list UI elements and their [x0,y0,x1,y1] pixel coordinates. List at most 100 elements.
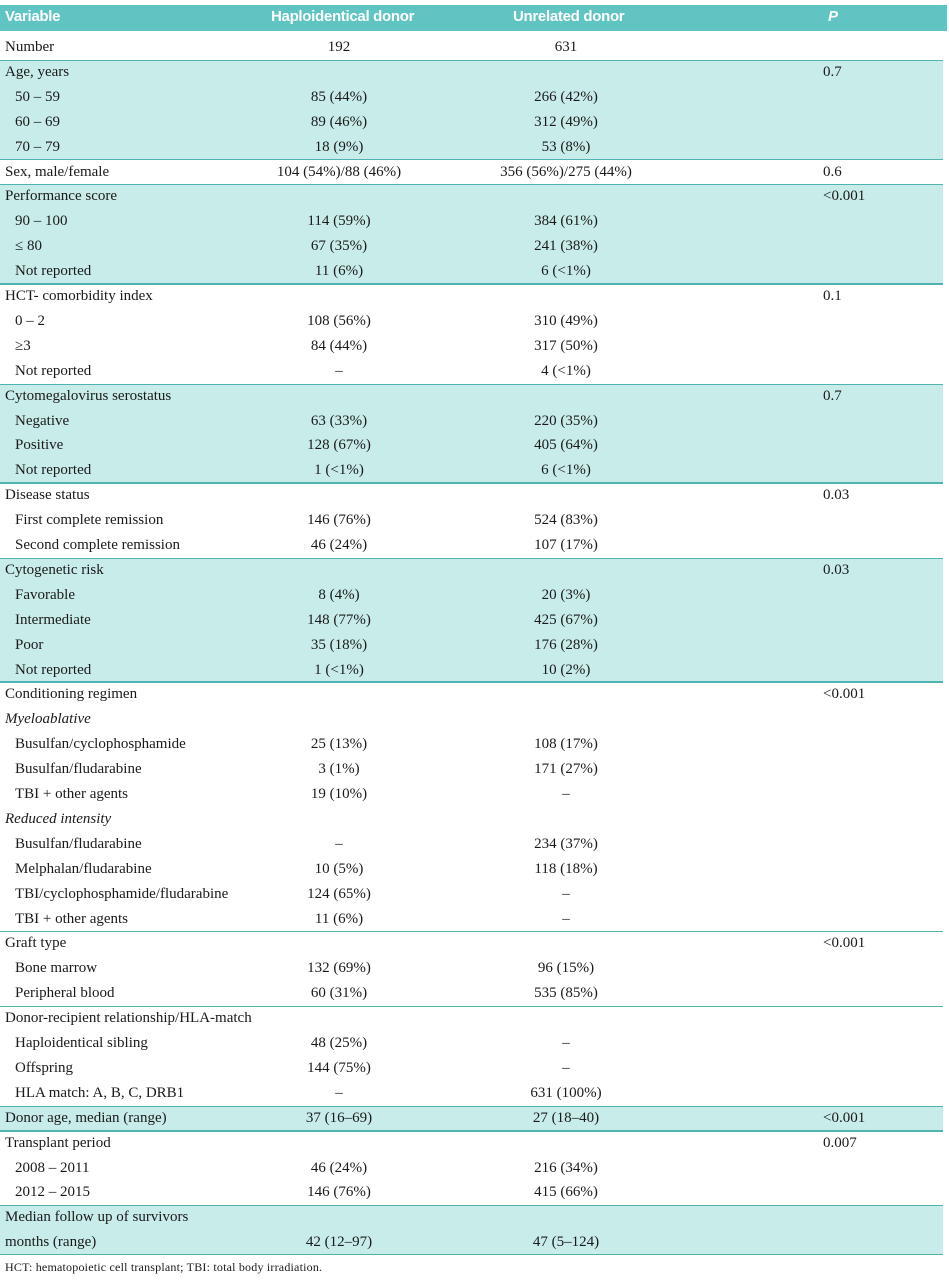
cell-unrelated: – [562,907,570,932]
cell-unrelated-text: 6 (<1%) [541,263,591,280]
cell-unrelated: 535 (85%) [534,981,598,1006]
table-row: HCT- comorbidity index 0.1 [0,284,943,309]
group-divider [0,681,943,683]
cell-variable: Graft type [5,935,67,952]
shaded-group [0,184,943,284]
cell-haplo [339,483,340,508]
group-divider [0,482,943,484]
cell-unrelated: 4 (<1%) [541,359,591,384]
cell-haplo: 84 (44%) [311,334,367,359]
table-row: Cytogenetic risk 0.03 [0,558,943,583]
table-row: months (range) 42 (12–97) 47 (5–124) [0,1230,943,1255]
cell-p-value: 0.03 [823,487,850,504]
cell-unrelated [566,1006,567,1031]
table-row: Bone marrow 132 (69%) 96 (15%) [0,956,943,981]
cell-haplo-text: 1 (<1%) [314,661,364,678]
shaded-group [0,557,943,683]
table-row: Transplant period 0.007 [0,1131,943,1156]
table-row: Melphalan/fludarabine 10 (5%) 118 (18%) [0,857,943,882]
cell-unrelated-text: 535 (85%) [534,985,598,1002]
cell-variable: TBI + other agents [15,786,129,802]
cell-unrelated: 107 (17%) [534,533,598,558]
cell-unrelated-text: 4 (<1%) [541,362,591,379]
table-row: HLA match: A, B, C, DRB1 – 631 (100%) [0,1081,943,1106]
cell-haplo: 19 (10%) [311,782,367,807]
cell-unrelated [566,682,567,707]
cell-haplo-text: 148 (77%) [307,611,371,628]
cell-unrelated: 631 [555,35,578,60]
cell-haplo: 11 (6%) [315,907,363,932]
cell-haplo: 1 (<1%) [314,658,364,683]
cell-haplo: 192 [328,35,351,60]
cell-unrelated-text: 216 (34%) [534,1159,598,1176]
cell-haplo-text: 132 (69%) [307,960,371,977]
cell-unrelated-text: 176 (28%) [534,636,598,653]
table-row: 70 – 79 18 (9%) 53 (8%) [0,135,943,160]
header-haplo: Haploidentical donor [271,8,415,25]
table-row: Graft type <0.001 [0,931,943,956]
header-variable: Variable [5,8,61,25]
cell-unrelated-text: 53 (8%) [541,138,591,155]
cell-unrelated: 10 (2%) [542,658,591,683]
cell-variable: ≤ 80 [15,238,42,255]
cell-variable: Bone marrow [15,960,98,977]
cell-variable: Number [5,39,55,55]
cell-haplo: 85 (44%) [311,85,367,110]
table-row: Performance score <0.001 [0,184,943,209]
cell-variable: Myeloablative [5,711,91,728]
cell-unrelated-text: 425 (67%) [534,611,598,628]
cell-variable: Not reported [15,661,92,678]
cell-p-value: 0.007 [823,1134,857,1151]
table-row: Donor-recipient relationship/HLA-match [0,1006,943,1031]
cell-haplo [339,807,340,832]
cell-haplo [339,682,340,707]
shaded-group [0,1205,943,1256]
cell-unrelated: 171 (27%) [534,757,598,782]
group-divider [0,158,943,160]
table-row: Busulfan/fludarabine – 234 (37%) [0,832,943,857]
cell-haplo [339,1205,340,1230]
cell-haplo-text: – [335,1084,343,1101]
cell-haplo: – [335,359,343,384]
cell-haplo-text: 11 (6%) [314,910,364,927]
cell-unrelated: 266 (42%) [534,85,598,110]
cell-unrelated: – [562,1031,570,1056]
cell-haplo [339,384,340,409]
cell-unrelated-text: 415 (66%) [534,1184,598,1201]
cell-unrelated [566,1131,567,1156]
cell-p-value: 0.6 [823,163,842,180]
cell-unrelated-text: – [562,885,570,902]
cell-unrelated: 317 (50%) [534,334,598,359]
cell-haplo: 148 (77%) [307,608,371,633]
cell-variable: Positive [15,437,64,454]
cell-haplo-text: – [335,362,343,379]
table-header: Variable Haploidentical donor Unrelated … [0,5,947,31]
cell-unrelated: 415 (66%) [534,1180,598,1205]
table-row: Median follow up of survivors [0,1205,943,1230]
cell-haplo-text: 46 (24%) [310,537,368,553]
cell-variable: HLA match: A, B, C, DRB1 [15,1084,185,1101]
table-row: Not reported 1 (<1%) 10 (2%) [0,658,943,683]
cell-unrelated-text: 524 (83%) [534,512,598,529]
cell-unrelated-text: 234 (37%) [534,835,598,852]
cell-haplo: 104 (54%)/88 (46%) [277,160,401,185]
group-divider [0,59,943,61]
cell-haplo-text: 128 (67%) [307,437,371,454]
table-row: 60 – 69 89 (46%) 312 (49%) [0,110,943,135]
cell-variable: Not reported [15,263,92,280]
cell-unrelated-text: 118 (18%) [534,860,598,877]
cell-haplo-text: 89 (46%) [310,113,368,130]
cell-p-value: <0.001 [823,686,866,703]
cell-haplo: 128 (67%) [307,433,371,458]
cell-variable: Peripheral blood [15,985,115,1002]
cell-haplo: 35 (18%) [311,633,367,658]
cell-haplo [339,1006,340,1031]
cell-variable: months (range) [5,1234,97,1251]
cell-haplo: 25 (13%) [311,732,367,757]
group-divider [0,1130,943,1132]
cell-variable: 2008 – 2011 [15,1159,90,1176]
cell-unrelated [566,60,567,85]
cell-unrelated-text: 10 (2%) [541,661,591,678]
table-row: Haploidentical sibling 48 (25%) – [0,1031,943,1056]
cell-unrelated: 234 (37%) [534,832,598,857]
